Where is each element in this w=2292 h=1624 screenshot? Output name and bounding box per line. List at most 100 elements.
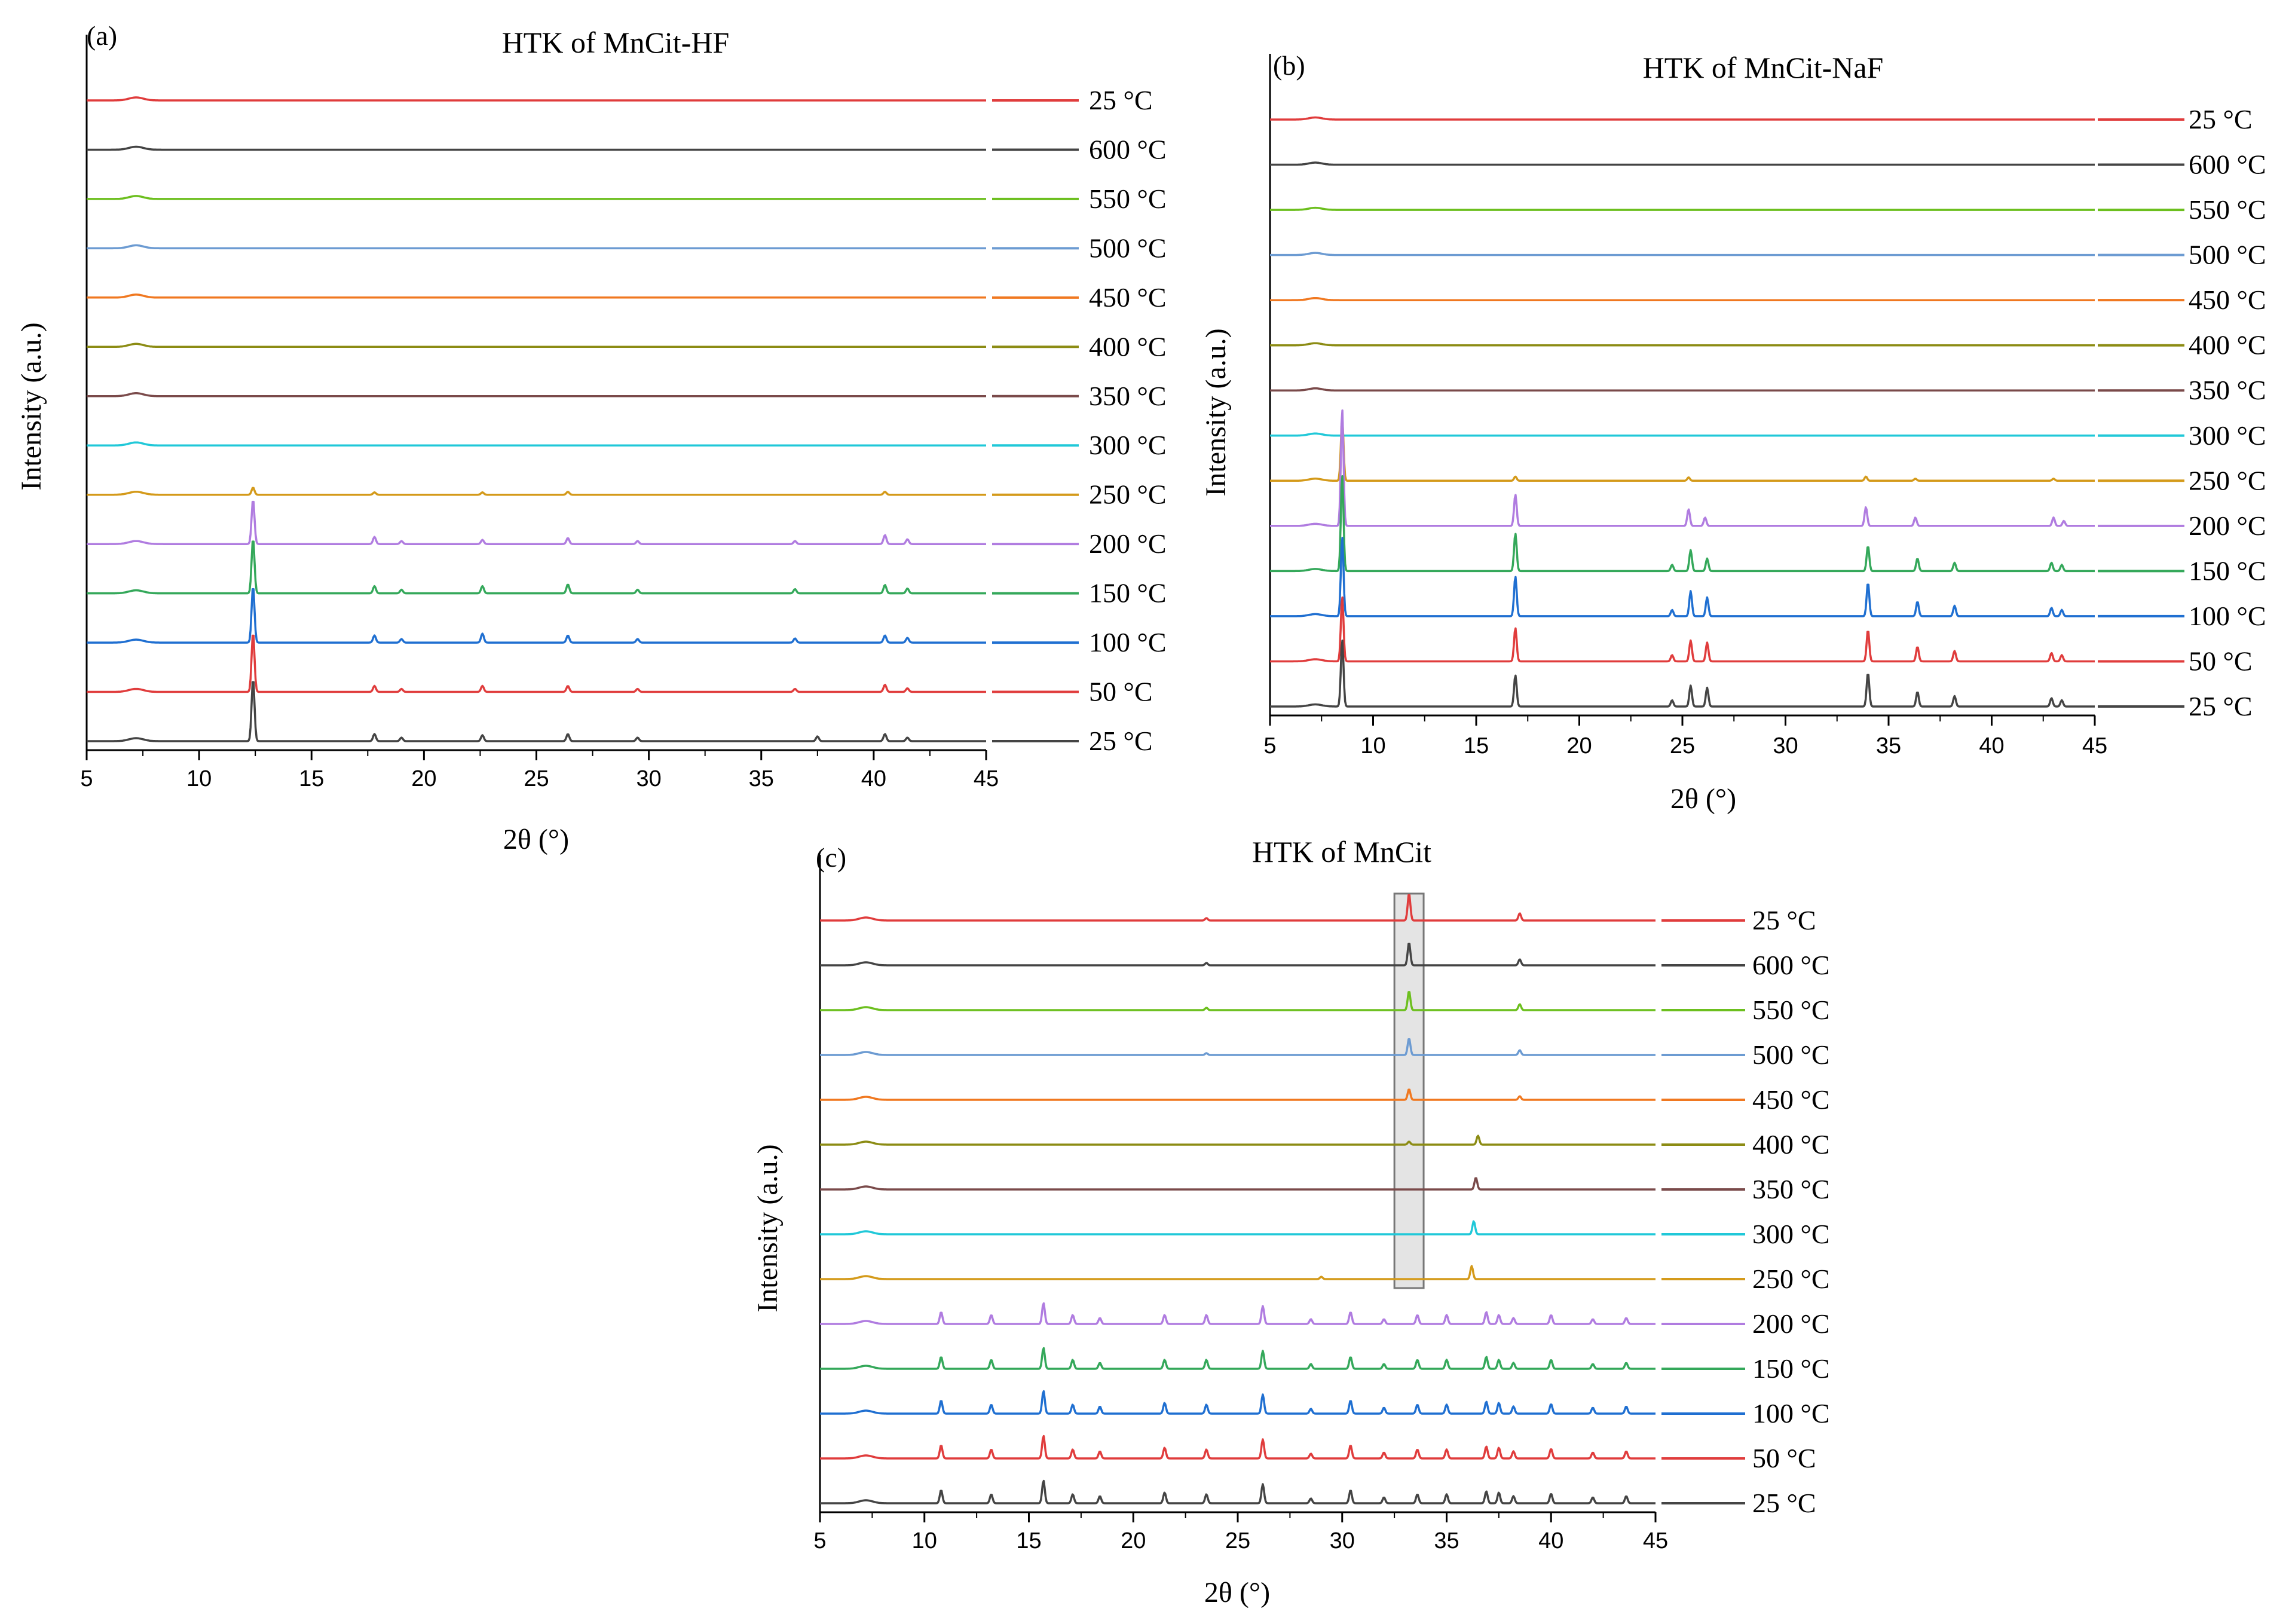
legend-label: 100 °C [2189, 601, 2266, 631]
x-tick-label: 20 [1121, 1528, 1146, 1553]
series-line [86, 540, 987, 595]
series-line [86, 487, 987, 496]
legend-label: 550 °C [2189, 194, 2266, 225]
series-line [819, 1038, 1656, 1056]
series-line [819, 1220, 1656, 1235]
panel-b-traces [1269, 116, 2095, 708]
x-tick-label: 35 [749, 766, 774, 791]
panel-a-x-ticks: 5 10 15 20 25 30 35 40 45 [80, 750, 999, 791]
x-tick-label: 10 [186, 766, 212, 791]
x-tick-label: 40 [1538, 1528, 1563, 1553]
series-line [86, 392, 987, 397]
panel-b: (b) HTK of MnCit-NaF Intensity (a.u.) 2θ… [1200, 50, 2266, 815]
x-tick-label: 45 [1643, 1528, 1668, 1553]
legend-label: 150 °C [1752, 1353, 1830, 1384]
panel-a-traces [86, 96, 987, 742]
legend-label: 150 °C [1089, 578, 1167, 608]
legend-label: 250 °C [2189, 465, 2266, 496]
legend-label: 350 °C [1089, 381, 1167, 411]
panel-b-x-ticks: 5 10 15 20 25 30 35 40 45 [1263, 715, 2107, 759]
x-tick-label: 40 [1979, 733, 2004, 759]
x-tick-label: 30 [636, 766, 661, 791]
x-tick-label: 25 [524, 766, 549, 791]
series-line [819, 1134, 1656, 1146]
legend-label: 400 °C [1752, 1129, 1830, 1160]
legend-label: 25 °C [1752, 1488, 1816, 1518]
legend-label: 500 °C [1089, 233, 1167, 263]
x-tick-label: 15 [1464, 733, 1489, 759]
panel-a-x-axis-label: 2θ (°) [503, 824, 569, 855]
series-line [819, 1479, 1656, 1504]
legend-label: 550 °C [1089, 183, 1167, 214]
x-tick-label: 15 [1016, 1528, 1041, 1553]
series-line [819, 1302, 1656, 1325]
x-tick-label: 35 [1876, 733, 1901, 759]
panel-c-label: (c) [816, 842, 846, 873]
x-tick-label: 30 [1773, 733, 1798, 759]
panel-b-x-axis-label: 2θ (°) [1670, 783, 1736, 815]
panel-b-legend: 25 °C 600 °C 550 °C 500 °C 450 °C 400 °C 350 °… [2098, 104, 2266, 721]
legend-label: 500 °C [2189, 240, 2266, 270]
series-line [86, 634, 987, 693]
legend-label: 450 °C [2189, 285, 2266, 315]
x-tick-label: 25 [1225, 1528, 1250, 1553]
legend-label: 50 °C [1752, 1443, 1816, 1473]
series-line [86, 342, 987, 348]
legend-label: 200 °C [1089, 528, 1167, 559]
legend-label: 50 °C [1089, 677, 1153, 707]
series-line [1269, 432, 2095, 437]
x-tick-label: 45 [974, 766, 999, 791]
legend-label: 250 °C [1752, 1264, 1830, 1294]
series-line [1269, 596, 2095, 663]
series-line [86, 588, 987, 644]
series-line [86, 244, 987, 250]
legend-label: 25 °C [2189, 104, 2253, 134]
series-line [819, 1347, 1656, 1370]
legend-label: 200 °C [2189, 510, 2266, 541]
legend-label: 250 °C [1089, 479, 1167, 510]
legend-label: 400 °C [1089, 331, 1167, 362]
panel-c: (c) HTK of MnCit Intensity (a.u.) 2θ (°)… [752, 835, 1830, 1608]
panel-a-y-axis-label: Intensity (a.u.) [16, 322, 47, 490]
series-line [1269, 296, 2095, 301]
legend-label: 300 °C [1089, 430, 1167, 460]
legend-label: 600 °C [1089, 134, 1167, 164]
panel-c-x-axis-label: 2θ (°) [1204, 1577, 1270, 1608]
legend-label: 25 °C [1089, 85, 1153, 115]
series-line [1269, 206, 2095, 211]
series-line [86, 500, 987, 545]
panel-a-title: HTK of MnCit-HF [502, 26, 730, 59]
series-line [86, 96, 987, 102]
legend-label: 100 °C [1752, 1398, 1830, 1429]
series-line [1269, 116, 2095, 121]
x-tick-label: 20 [411, 766, 436, 791]
x-tick-label: 15 [299, 766, 324, 791]
series-line [819, 1265, 1656, 1280]
panel-a: (a) HTK of MnCit-HF Intensity (a.u.) 2θ … [16, 20, 1167, 855]
legend-label: 25 °C [2189, 691, 2253, 721]
legend-label: 150 °C [2189, 555, 2266, 586]
x-tick-label: 25 [1670, 733, 1695, 759]
series-line [86, 441, 987, 446]
legend-label: 400 °C [2189, 330, 2266, 360]
legend-label: 350 °C [2189, 375, 2266, 405]
panel-b-label: (b) [1273, 50, 1305, 81]
legend-label: 450 °C [1752, 1084, 1830, 1115]
panel-c-x-ticks: 5 10 15 20 25 30 35 40 45 [813, 1512, 1668, 1553]
series-line [819, 1435, 1656, 1460]
legend-label: 450 °C [1089, 282, 1167, 313]
panel-b-y-axis-label: Intensity (a.u.) [1200, 328, 1232, 496]
series-line [1269, 639, 2095, 708]
series-line [86, 681, 987, 742]
legend-label: 200 °C [1752, 1308, 1830, 1339]
panel-a-legend: 25 °C 600 °C 550 °C 500 °C 450 °C 400 °C 350 °… [992, 85, 1167, 756]
x-tick-label: 5 [80, 766, 93, 791]
legend-label: 600 °C [1752, 950, 1830, 980]
series-line [1269, 161, 2095, 166]
series-line [819, 943, 1656, 967]
series-line [819, 1088, 1656, 1101]
series-line [86, 145, 987, 151]
panel-c-legend: 25 °C 600 °C 550 °C 500 °C 450 °C 400 °C 350 °… [1661, 905, 1830, 1518]
series-line [819, 1177, 1656, 1191]
